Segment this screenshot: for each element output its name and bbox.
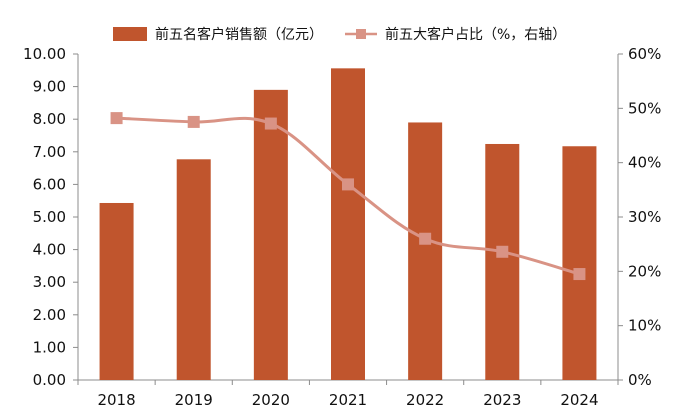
x-tick-label: 2024: [560, 391, 598, 409]
left-tick-label: 4.00: [33, 241, 66, 259]
left-axis-ticks: 0.00 1.00 2.00 3.00 4.00 5.00 6.00 7.00 8.00 9.00…: [23, 45, 78, 389]
legend-bar-label: 前五名客户销售额（亿元）: [155, 26, 323, 43]
line-series: [110, 112, 586, 281]
left-tick-label: 5.00: [33, 208, 66, 226]
line-marker: [342, 178, 354, 191]
x-axis-ticks: 2018 2019 2020 2021 2022 2023 2024: [77, 380, 619, 409]
legend: 前五名客户销售额（亿元） 前五大客户占比（%，右轴）: [113, 26, 566, 43]
x-tick-label: 2021: [329, 391, 367, 409]
right-tick-label: 60%: [628, 45, 661, 63]
bar: [408, 122, 443, 381]
left-tick-label: 3.00: [33, 273, 66, 291]
left-tick-label: 2.00: [33, 306, 66, 324]
right-tick-label: 30%: [628, 208, 661, 226]
bar: [176, 159, 211, 380]
bar: [99, 202, 134, 380]
bar: [253, 89, 288, 381]
right-tick-label: 40%: [628, 154, 661, 172]
bars: [99, 68, 597, 381]
left-tick-label: 10.00: [23, 45, 66, 63]
x-tick-label: 2022: [406, 391, 444, 409]
right-tick-label: 0%: [628, 371, 652, 389]
line-marker: [573, 268, 586, 281]
line-marker: [419, 232, 432, 245]
right-axis-ticks: 0% 10% 20% 30% 40% 50% 60%: [618, 45, 661, 389]
left-tick-label: 0.00: [33, 371, 66, 389]
x-tick-label: 2019: [175, 391, 213, 409]
left-tick-label: 1.00: [33, 338, 66, 356]
bar: [485, 143, 520, 380]
left-tick-label: 9.00: [33, 78, 66, 96]
x-tick-label: 2018: [97, 391, 135, 409]
right-tick-label: 50%: [628, 99, 661, 117]
x-tick-label: 2023: [483, 391, 521, 409]
line-marker: [496, 245, 509, 258]
left-tick-label: 6.00: [33, 175, 66, 193]
right-tick-label: 10%: [628, 317, 661, 335]
right-tick-label: 20%: [628, 262, 661, 280]
line-marker: [110, 112, 123, 125]
legend-line-marker: [356, 29, 366, 39]
legend-line-label: 前五大客户占比（%，右轴）: [385, 26, 566, 43]
left-tick-label: 8.00: [33, 110, 66, 128]
line-marker: [187, 115, 200, 128]
left-tick-label: 7.00: [33, 143, 66, 161]
line-marker: [264, 117, 277, 130]
bar: [331, 68, 365, 381]
x-tick-label: 2020: [252, 391, 290, 409]
bar: [562, 146, 597, 380]
legend-bar-swatch: [113, 27, 147, 41]
